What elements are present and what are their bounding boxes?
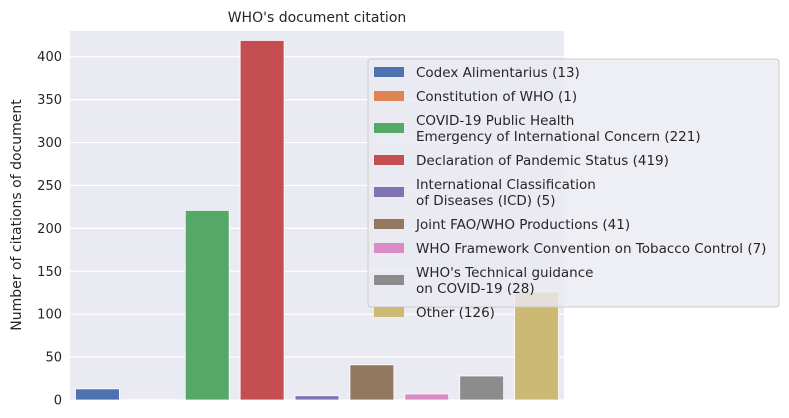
y-axis-ticks: 0 50 100 150 200 250 300 350 400 [37, 50, 62, 408]
legend-item: WHO Framework Convention on Tobacco Cont… [374, 241, 766, 257]
bar-3 [184, 209, 230, 401]
y-tick-label: 150 [37, 265, 62, 280]
legend-label: International Classification [416, 177, 596, 193]
y-tick-label: 300 [37, 136, 62, 151]
legend-swatch [374, 243, 404, 253]
y-axis-label: Number of citations of document [9, 99, 25, 331]
y-tick-label: 250 [37, 179, 62, 194]
y-tick-label: 350 [37, 93, 62, 108]
bar-2 [129, 398, 175, 401]
bar-7 [404, 393, 450, 401]
legend-item: Declaration of Pandemic Status (419) [374, 153, 669, 169]
legend-swatch [374, 187, 404, 197]
legend-item: Other (126) [374, 305, 495, 321]
legend-label: Emergency of International Concern (221) [416, 129, 701, 145]
bar-5 [294, 395, 340, 401]
legend-swatch [374, 155, 404, 165]
legend-label: Codex Alimentarius (13) [416, 65, 580, 81]
legend-label: Joint FAO/WHO Productions (41) [415, 217, 630, 233]
y-tick-label: 0 [54, 394, 62, 409]
legend-label: COVID-19 Public Health [416, 113, 574, 129]
bar-1 [75, 388, 120, 401]
legend-item: Codex Alimentarius (13) [374, 65, 580, 81]
bars [75, 40, 559, 401]
legend-item: Constitution of WHO (1) [374, 89, 577, 105]
legend-label: Declaration of Pandemic Status (419) [416, 153, 669, 169]
legend-label: of Diseases (ICD) (5) [416, 193, 555, 209]
legend-label: Constitution of WHO (1) [416, 89, 577, 105]
chart-title: WHO's document citation [228, 10, 407, 26]
legend-label: Other (126) [416, 305, 495, 321]
legend-swatch [374, 67, 404, 77]
bar-8 [459, 375, 505, 401]
legend-label: WHO Framework Convention on Tobacco Cont… [416, 241, 766, 257]
bar-6 [349, 364, 395, 401]
y-tick-label: 100 [37, 308, 62, 323]
bar-4 [239, 40, 285, 401]
y-tick-label: 200 [37, 222, 62, 237]
legend-swatch [374, 123, 404, 133]
legend-item: Joint FAO/WHO Productions (41) [374, 217, 630, 233]
legend: Codex Alimentarius (13) Constitution of W… [367, 58, 780, 321]
bar-9 [514, 291, 559, 401]
y-tick-label: 50 [45, 351, 62, 366]
legend-label: WHO's Technical guidance [416, 265, 593, 281]
legend-swatch [374, 275, 404, 285]
y-tick-label: 400 [37, 50, 62, 65]
legend-swatch [374, 307, 404, 317]
legend-label: on COVID-19 (28) [416, 281, 535, 297]
legend-swatch [374, 91, 404, 101]
legend-swatch [374, 219, 404, 229]
legend-frame [367, 58, 780, 308]
